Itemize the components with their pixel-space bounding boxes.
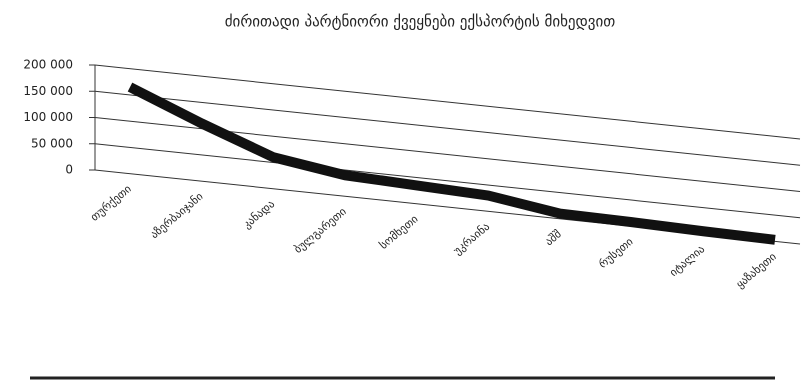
y-tick-label: 200 000: [23, 58, 73, 72]
x-tick-label: კანადა: [240, 197, 277, 231]
x-tick-label: ყაზახეთი: [734, 250, 780, 291]
x-tick-label: იტალია: [667, 242, 707, 279]
x-tick-label: რუსეთი: [596, 235, 635, 271]
chart-title: ძირითადი პარტნიორი ქვეყნები ექსპორტის მი…: [225, 13, 616, 31]
x-tick-label: აზერბაიჯანი: [148, 190, 206, 242]
grid-line: [94, 143, 801, 219]
x-tick-label: უკრაინა: [451, 220, 492, 258]
y-tick-label: 0: [65, 163, 73, 177]
y-tick-label: 50 000: [31, 136, 73, 150]
grid-line: [94, 90, 801, 166]
y-tick-label: 150 000: [23, 84, 73, 98]
x-tick-label: თურქეთი: [88, 182, 134, 224]
grid-line: [94, 64, 801, 140]
y-tick-label: 100 000: [23, 110, 73, 124]
line: [127, 82, 776, 245]
x-tick-label: სომხეთი: [377, 212, 421, 252]
x-tick-label: ბულგარეთი: [291, 205, 349, 256]
x-tick-label: აშშ: [542, 227, 563, 248]
